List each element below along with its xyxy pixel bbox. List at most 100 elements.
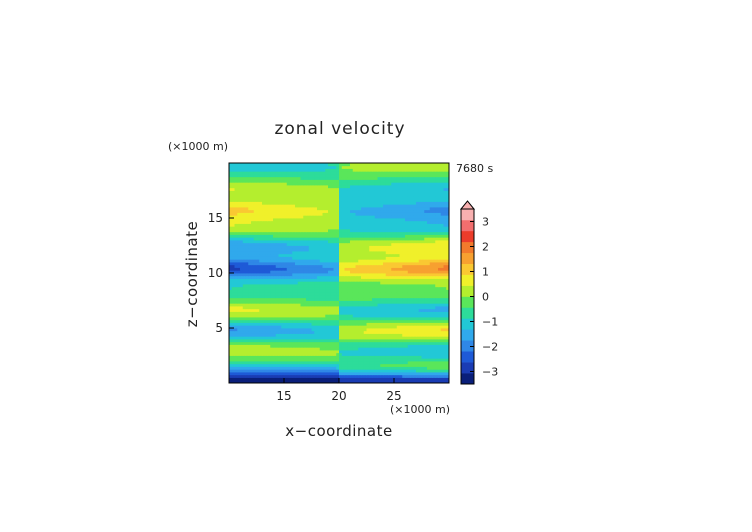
heatmap-cell — [383, 286, 387, 290]
heatmap-cell — [259, 295, 263, 299]
heatmap-cell — [322, 317, 326, 321]
heatmap-cell — [374, 297, 378, 301]
heatmap-cell — [391, 380, 395, 384]
heatmap-cell — [391, 259, 395, 263]
heatmap-cell — [432, 363, 436, 367]
heatmap-cell — [267, 347, 271, 351]
heatmap-cell — [369, 328, 373, 332]
heatmap-cell — [330, 306, 334, 310]
heatmap-cell — [358, 251, 362, 255]
heatmap-cell — [347, 245, 351, 249]
heatmap-cell — [443, 292, 447, 296]
heatmap-cell — [399, 253, 403, 257]
heatmap-cell — [440, 363, 444, 367]
heatmap-cell — [358, 339, 362, 343]
heatmap-cell — [341, 300, 345, 304]
heatmap-cell — [355, 231, 359, 235]
heatmap-cell — [286, 322, 290, 326]
heatmap-cell — [369, 270, 373, 274]
heatmap-cell — [429, 374, 433, 378]
heatmap-cell — [380, 245, 384, 249]
heatmap-cell — [303, 218, 307, 222]
heatmap-cell — [429, 344, 433, 348]
heatmap-cell — [314, 306, 318, 310]
heatmap-cell — [402, 262, 406, 266]
heatmap-cell — [380, 300, 384, 304]
heatmap-cell — [237, 328, 241, 332]
heatmap-cell — [388, 226, 392, 230]
heatmap-cell — [344, 347, 348, 351]
heatmap-cell — [363, 229, 367, 233]
heatmap-cell — [229, 333, 233, 337]
heatmap-cell — [363, 212, 367, 216]
heatmap-cell — [380, 317, 384, 321]
heatmap-cell — [237, 267, 241, 271]
heatmap-cell — [253, 366, 257, 370]
heatmap-cell — [308, 256, 312, 260]
heatmap-cell — [413, 223, 417, 227]
heatmap-cell — [347, 372, 351, 376]
heatmap-cell — [402, 289, 406, 293]
heatmap-cell — [319, 209, 323, 213]
heatmap-cell — [262, 275, 266, 279]
heatmap-cell — [278, 220, 282, 224]
heatmap-cell — [339, 358, 343, 362]
heatmap-cell — [446, 336, 450, 340]
heatmap-cell — [295, 223, 299, 227]
heatmap-cell — [347, 259, 351, 263]
heatmap-cell — [377, 363, 381, 367]
heatmap-cell — [388, 314, 392, 318]
heatmap-cell — [435, 369, 439, 373]
heatmap-cell — [322, 328, 326, 332]
heatmap-cell — [435, 292, 439, 296]
heatmap-cell — [245, 226, 249, 230]
heatmap-cell — [286, 270, 290, 274]
heatmap-cell — [229, 325, 233, 329]
heatmap-cell — [407, 333, 411, 337]
heatmap-cell — [333, 380, 337, 384]
heatmap-cell — [427, 256, 431, 260]
heatmap-cell — [306, 209, 310, 213]
heatmap-cell — [369, 300, 373, 304]
heatmap-cell — [407, 361, 411, 365]
heatmap-cell — [410, 317, 414, 321]
heatmap-cell — [438, 330, 442, 334]
heatmap-cell — [418, 355, 422, 359]
heatmap-cell — [344, 273, 348, 277]
heatmap-cell — [399, 295, 403, 299]
heatmap-cell — [361, 270, 365, 274]
heatmap-cell — [363, 311, 367, 315]
heatmap-cell — [256, 361, 260, 365]
heatmap-cell — [303, 270, 307, 274]
heatmap-cell — [278, 330, 282, 334]
heatmap-cell — [383, 262, 387, 266]
heatmap-cell — [273, 253, 277, 257]
heatmap-cell — [245, 358, 249, 362]
heatmap-cell — [432, 319, 436, 323]
heatmap-cell — [311, 330, 315, 334]
heatmap-cell — [273, 245, 277, 249]
heatmap-cell — [377, 336, 381, 340]
heatmap-cell — [435, 218, 439, 222]
heatmap-cell — [325, 273, 329, 277]
heatmap-cell — [363, 330, 367, 334]
heatmap-cell — [385, 292, 389, 296]
heatmap-cell — [413, 273, 417, 277]
heatmap-cell — [405, 352, 409, 356]
heatmap-cell — [443, 253, 447, 257]
heatmap-cell — [284, 325, 288, 329]
heatmap-cell — [385, 317, 389, 321]
heatmap-cell — [284, 240, 288, 244]
heatmap-cell — [443, 322, 447, 326]
heatmap-cell — [253, 319, 257, 323]
heatmap-cell — [383, 333, 387, 337]
heatmap-cell — [440, 212, 444, 216]
heatmap-cell — [264, 319, 268, 323]
heatmap-cell — [377, 253, 381, 257]
heatmap-cell — [289, 286, 293, 290]
heatmap-cell — [328, 366, 332, 370]
heatmap-cell — [399, 369, 403, 373]
heatmap-cell — [306, 336, 310, 340]
heatmap-cell — [262, 369, 266, 373]
heatmap-cell — [341, 223, 345, 227]
